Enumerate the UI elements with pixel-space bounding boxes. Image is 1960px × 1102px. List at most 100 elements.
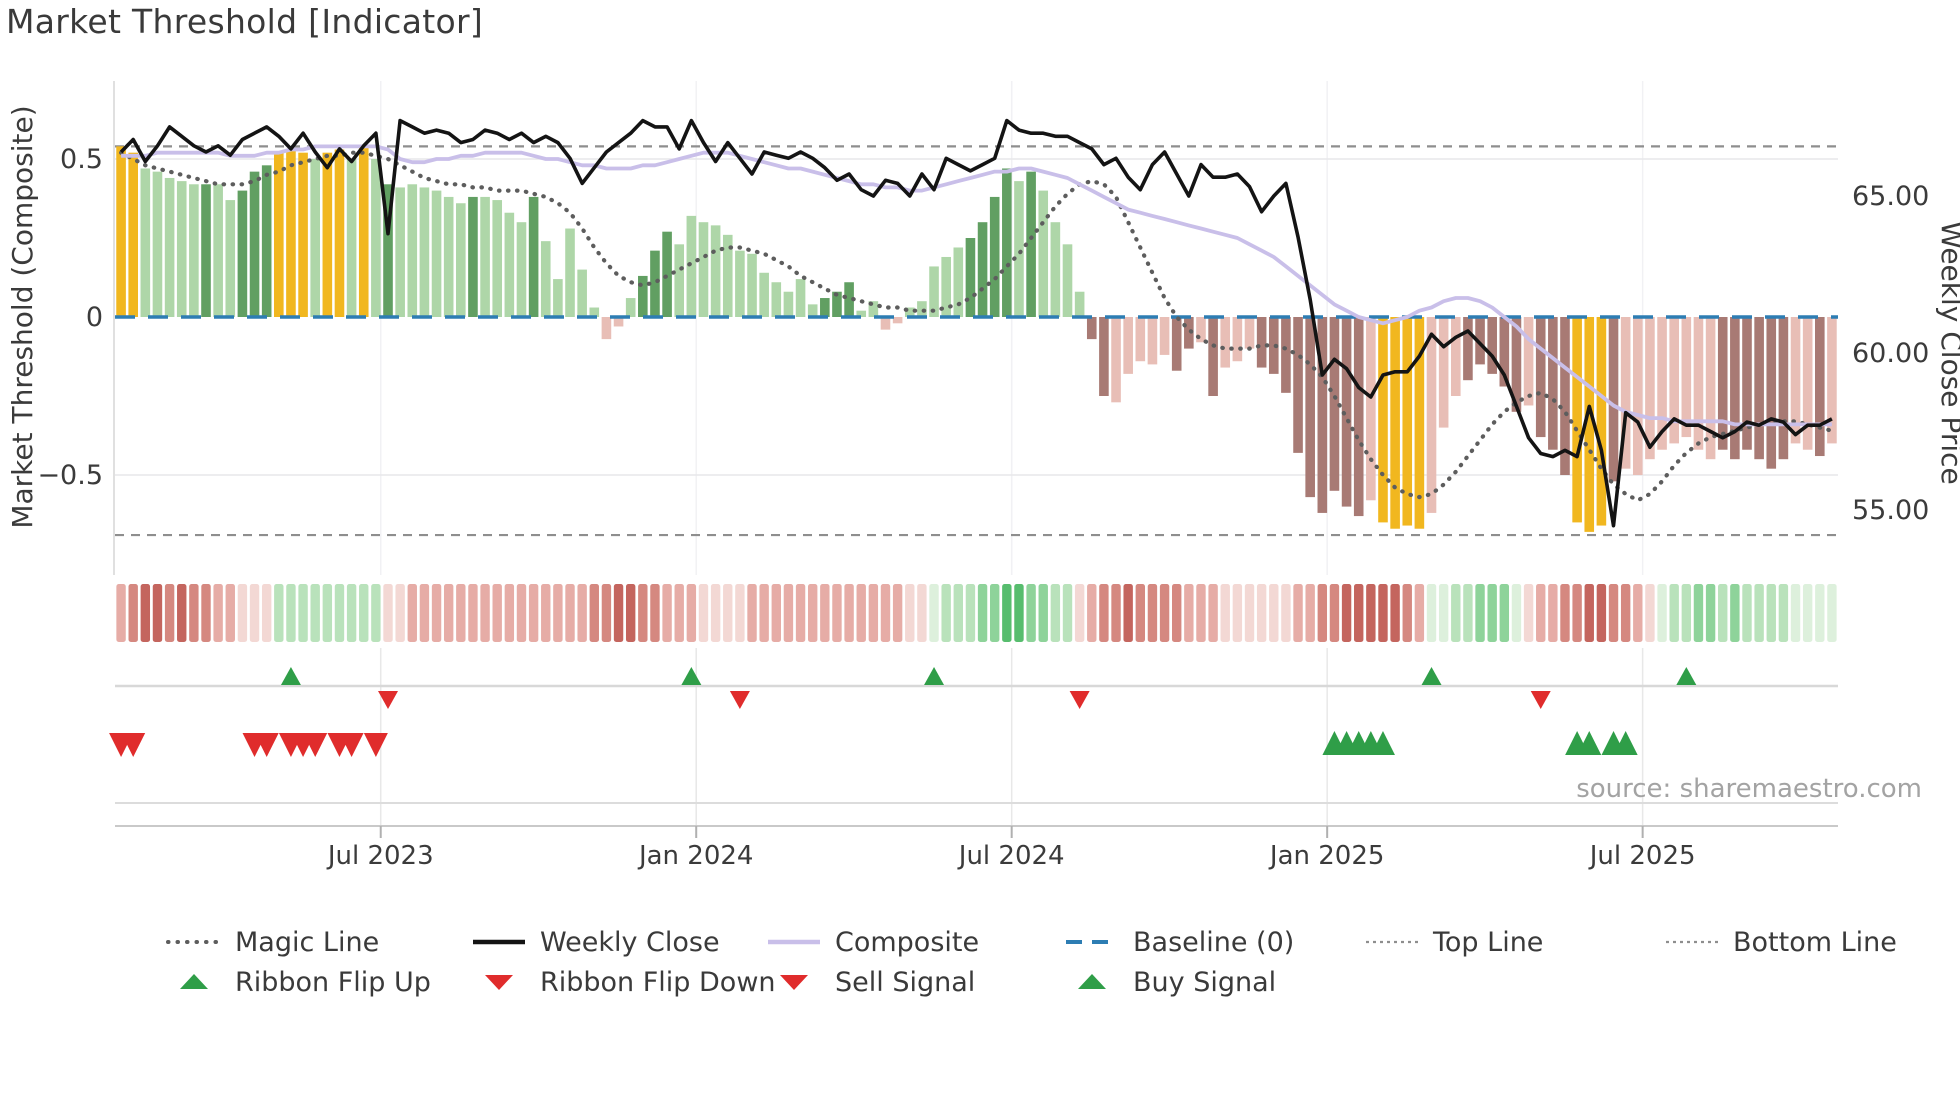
threshold-bar bbox=[1523, 317, 1534, 406]
threshold-bar bbox=[286, 149, 296, 317]
threshold-bar bbox=[1123, 317, 1133, 374]
ribbon-cell bbox=[1062, 584, 1073, 642]
threshold-bar bbox=[795, 279, 806, 317]
ribbon-cell bbox=[1572, 584, 1582, 642]
threshold-bar bbox=[128, 152, 139, 317]
threshold-bar bbox=[1596, 317, 1607, 526]
threshold-bar bbox=[274, 152, 284, 317]
ribbon-cell bbox=[565, 584, 575, 642]
threshold-bar bbox=[1220, 317, 1231, 368]
ribbon-cell bbox=[710, 584, 721, 642]
threshold-bar bbox=[419, 187, 430, 317]
threshold-bar bbox=[686, 215, 697, 317]
threshold-bar bbox=[1766, 317, 1777, 469]
page-title: Market Threshold [Indicator] bbox=[6, 2, 484, 41]
sell-signal-marker bbox=[363, 733, 388, 757]
threshold-bar bbox=[1487, 317, 1497, 374]
threshold-bar bbox=[1196, 317, 1206, 343]
ribbon-cell bbox=[225, 584, 235, 642]
ribbon-cell bbox=[443, 584, 454, 642]
ribbon-cell bbox=[516, 584, 527, 642]
threshold-bar bbox=[1560, 317, 1570, 475]
ribbon-cell bbox=[1172, 584, 1182, 642]
ribbon-cell bbox=[674, 584, 684, 642]
ribbon-cell bbox=[1451, 584, 1461, 642]
threshold-bar bbox=[249, 171, 260, 317]
threshold-bar bbox=[1050, 222, 1061, 317]
ribbon-cell bbox=[783, 584, 794, 642]
threshold-bar bbox=[1414, 317, 1425, 529]
threshold-bar bbox=[225, 200, 236, 317]
ribbon-cell bbox=[735, 584, 745, 642]
ribbon-cell bbox=[625, 584, 636, 642]
legend-label: Sell Signal bbox=[835, 966, 976, 998]
threshold-bar bbox=[1026, 171, 1036, 317]
ribbon-cell bbox=[868, 584, 879, 642]
ribbon-flip-down-marker bbox=[378, 691, 399, 709]
legend-swatch-dotted-gray-fine bbox=[1666, 940, 1718, 944]
ribbon-cell bbox=[1014, 584, 1024, 642]
y-tick-label-right: 60.00 bbox=[1852, 338, 1929, 369]
ribbon-cell bbox=[880, 584, 891, 642]
ribbon-cell bbox=[589, 584, 599, 642]
magic-line bbox=[118, 150, 1835, 503]
threshold-bar bbox=[844, 282, 854, 317]
threshold-bar bbox=[759, 272, 769, 317]
ribbon-cell bbox=[1815, 584, 1825, 642]
composite-line bbox=[121, 144, 1832, 427]
threshold-bar bbox=[1002, 168, 1012, 317]
threshold-bar bbox=[1099, 317, 1109, 396]
ribbon-cell bbox=[1354, 584, 1364, 642]
threshold-bar bbox=[443, 196, 454, 317]
ribbon-cell bbox=[953, 584, 963, 642]
ribbon-cell bbox=[1608, 584, 1619, 642]
threshold-bar bbox=[1329, 317, 1340, 491]
ribbon-cell bbox=[1269, 584, 1279, 642]
legend-item-buy-signal: Buy Signal bbox=[1063, 964, 1276, 1000]
threshold-bar bbox=[1038, 190, 1049, 317]
threshold-bar bbox=[868, 301, 879, 317]
ribbon-cell bbox=[310, 584, 320, 642]
ribbon-cell bbox=[820, 584, 830, 642]
threshold-bar bbox=[1511, 317, 1522, 412]
ribbon-cell bbox=[1487, 584, 1497, 642]
threshold-bar bbox=[577, 269, 587, 317]
x-tick-label: Jul 2023 bbox=[326, 841, 434, 871]
threshold-bar bbox=[1572, 317, 1582, 523]
legend-swatch-dashed-blue bbox=[1066, 940, 1118, 944]
threshold-bar bbox=[1450, 317, 1461, 396]
triangle-up-green-icon bbox=[165, 972, 223, 992]
ribbon-cell bbox=[1232, 584, 1243, 642]
ribbon-cell bbox=[1196, 584, 1206, 642]
ribbon-cell bbox=[1584, 584, 1594, 642]
threshold-bar bbox=[1632, 317, 1643, 475]
threshold-bar bbox=[334, 149, 345, 317]
ribbon-flip-down-marker bbox=[1069, 691, 1090, 709]
ribbon-cell bbox=[1402, 584, 1412, 642]
ribbon-cell bbox=[1305, 584, 1315, 642]
axis-title-left: Market Threshold (Composite) bbox=[6, 105, 39, 528]
threshold-bar bbox=[722, 234, 733, 317]
legend-label: Bottom Line bbox=[1733, 926, 1897, 958]
ribbon-cell bbox=[1087, 584, 1097, 642]
ribbon-cell bbox=[1317, 584, 1328, 642]
ribbon-flip-up-marker bbox=[924, 667, 945, 685]
legend-item-magic-line: Magic Line bbox=[165, 924, 379, 960]
threshold-bar bbox=[1548, 317, 1558, 450]
legend-label: Ribbon Flip Up bbox=[235, 966, 431, 998]
threshold-bar bbox=[540, 241, 551, 317]
threshold-bar bbox=[1705, 317, 1716, 460]
legend-line-sample bbox=[1363, 932, 1421, 952]
threshold-bar bbox=[1317, 317, 1328, 513]
threshold-bar bbox=[395, 187, 405, 317]
ribbon-cell bbox=[698, 584, 709, 642]
threshold-bar bbox=[1499, 317, 1510, 387]
ribbon-cell bbox=[1499, 584, 1510, 642]
sell-signal-marker bbox=[339, 733, 364, 757]
ribbon-cell bbox=[1390, 584, 1400, 642]
threshold-bar bbox=[140, 168, 151, 317]
legend-swatch-triangle-up-green bbox=[1078, 974, 1106, 989]
threshold-bar bbox=[164, 177, 175, 317]
ribbon-cell bbox=[1560, 584, 1570, 642]
